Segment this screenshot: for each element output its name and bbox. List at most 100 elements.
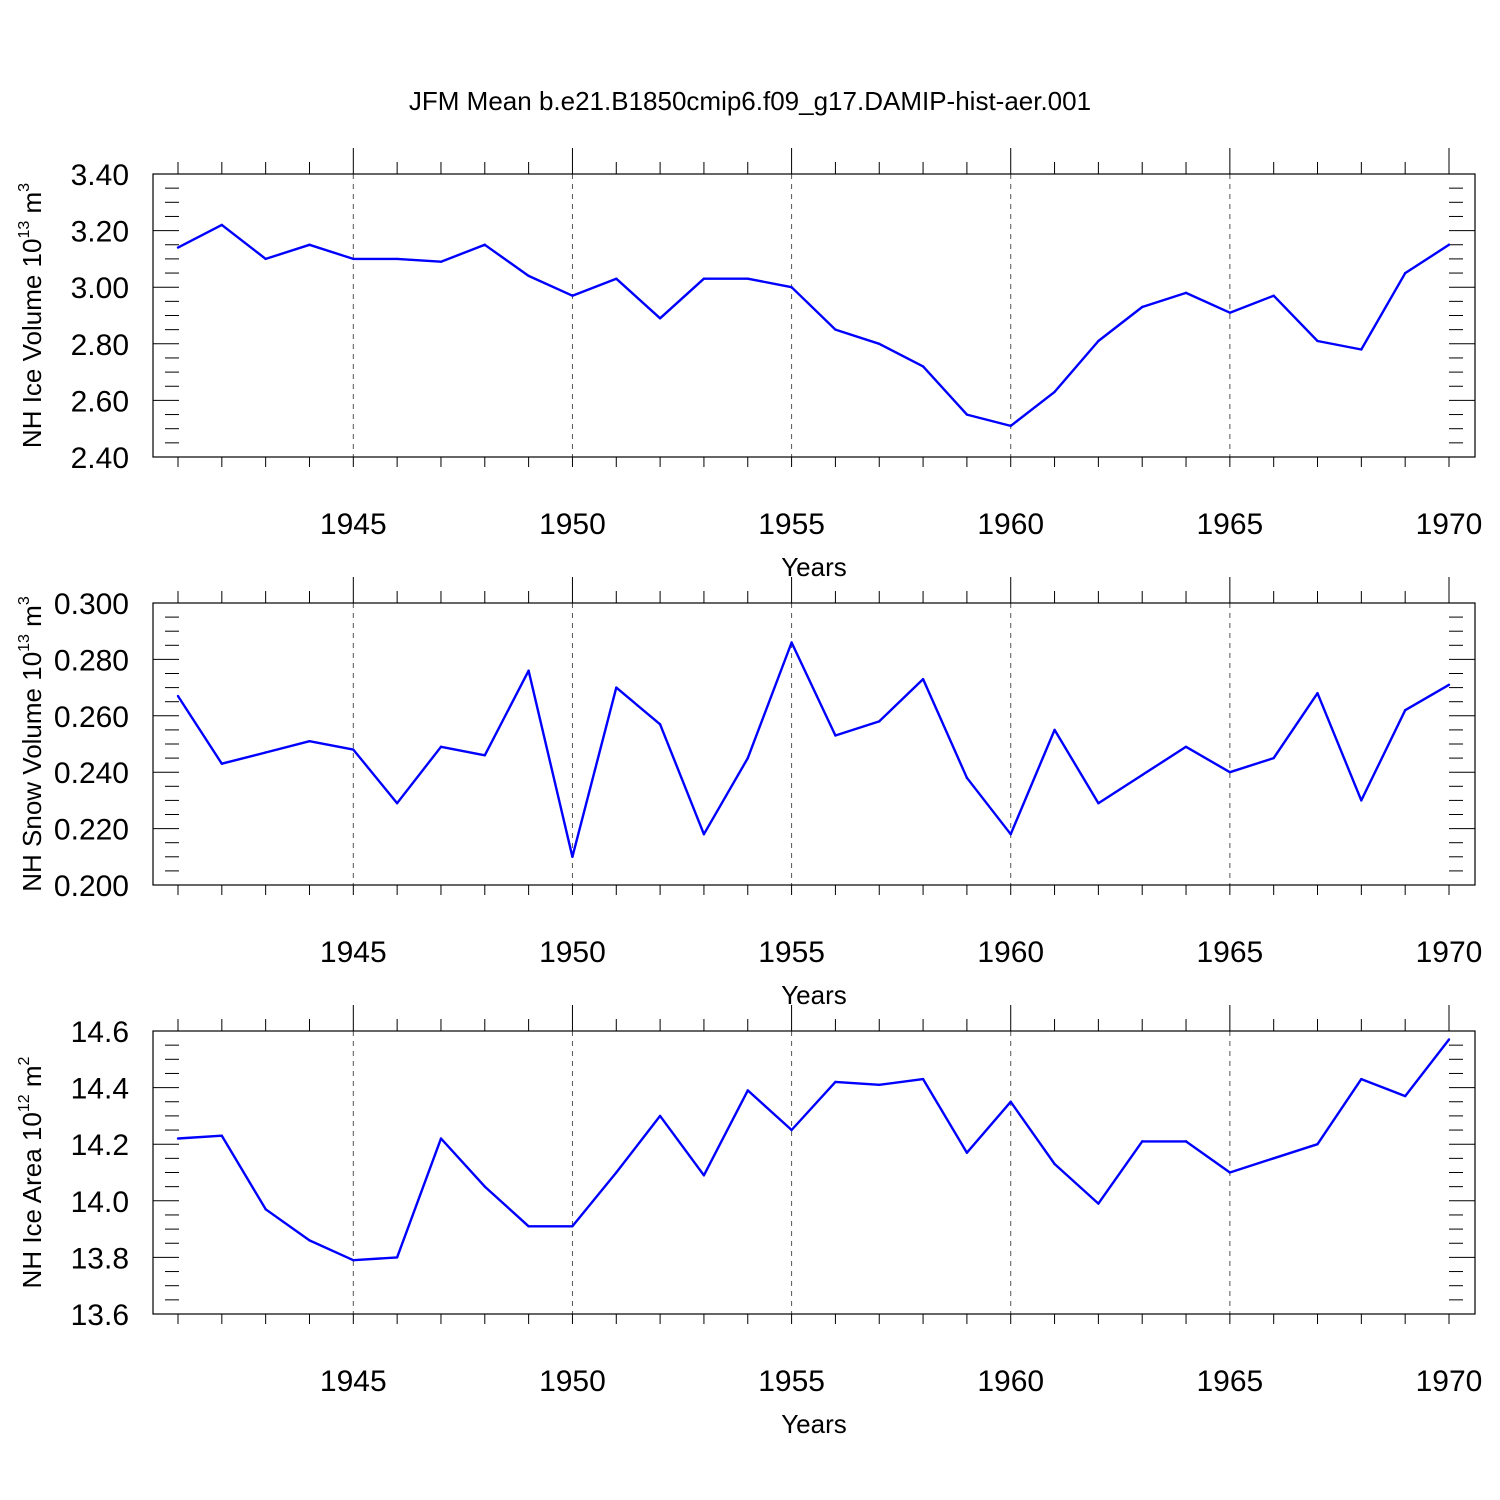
data-point-1970 [1447,1038,1451,1041]
data-point-1962 [1097,1202,1100,1205]
data-point-1959 [965,1151,969,1154]
x-tick-label: 1945 [320,1365,387,1398]
data-point-1942 [220,1134,224,1137]
figure-title: JFM Mean b.e21.B1850cmip6.f09_g17.DAMIP-… [409,86,1091,116]
data-point-1941 [176,1137,180,1140]
data-point-1945 [352,1259,355,1262]
data-point-1944 [308,739,311,743]
panel-ice-volume: 2.40 2.60 2.80 3.00 3.20 3.40 1945 1950 1955 1960… [16,148,1482,582]
data-point-1968 [1360,348,1363,351]
y-tick-label: 3.00 [71,272,129,305]
data-point-1958 [921,365,925,368]
data-point-1946 [395,1256,399,1259]
x-tick-label: 1970 [1416,936,1483,969]
x-tick-label: 1955 [758,936,825,969]
data-point-1962 [1097,802,1100,805]
data-point-1953 [702,277,706,280]
data-point-1946 [395,802,399,805]
data-point-1950 [571,294,574,297]
data-point-1951 [615,1171,618,1174]
y-tick-label: 14.0 [71,1186,129,1219]
data-point-1963 [1141,305,1144,309]
data-point-1964 [1184,745,1188,749]
data-point-1965 [1228,771,1232,774]
data-point-1945 [352,748,355,751]
data-point-1968 [1360,1077,1363,1081]
y-tick-label: 14.2 [71,1129,129,1162]
x-tick-label: 1960 [977,936,1044,969]
y-tick-label: 3.20 [71,216,129,249]
data-point-1952 [658,1114,662,1118]
data-point-1944 [308,1239,311,1242]
x-tick-label: 1965 [1196,936,1263,969]
x-axis-label: Years [781,1409,847,1439]
data-point-1943 [264,751,267,754]
y-tick-label: 13.6 [71,1299,129,1332]
data-point-1954 [746,1089,749,1092]
plot-frame [152,1030,1476,1315]
data-point-1961 [1053,728,1056,732]
data-point-1957 [878,1083,881,1086]
y-tick-label: 0.220 [54,814,129,847]
data-point-1967 [1316,692,1319,695]
y-tick-label: 14.6 [71,1016,129,1049]
series-line-ice-area [177,1038,1450,1262]
x-tick-label: 1950 [539,936,606,969]
data-point-1960 [1009,424,1012,428]
y-tick-label: 2.80 [71,329,129,362]
data-point-1970 [1447,683,1451,686]
panels: 2.40 2.60 2.80 3.00 3.20 3.40 1945 1950 1955 1960… [16,148,1482,1439]
data-point-1952 [658,723,662,726]
y-tick-label: 0.280 [54,644,129,677]
y-axis-label-superscript: 3 [16,596,33,605]
data-point-1970 [1447,243,1451,246]
data-point-1956 [834,734,837,737]
data-point-1966 [1272,1157,1275,1160]
y-tick-label: 0.300 [54,588,129,621]
x-tick-label: 1945 [320,508,387,541]
x-tick-label: 1960 [977,1365,1044,1398]
y-tick-label: 13.8 [71,1242,129,1275]
x-axis-label: Years [781,552,847,582]
data-point-1959 [965,413,969,416]
data-point-1956 [834,1080,837,1084]
plot-frame [152,602,1476,886]
data-point-1963 [1141,773,1144,777]
data-point-1949 [527,274,530,278]
y-axis-label-superscript: 2 [16,1056,33,1065]
data-point-1947 [439,1137,443,1140]
y-axis-label-superscript: 12 [16,1094,33,1112]
y-axis-label-text: m [17,605,47,634]
data-point-1946 [395,257,399,261]
data-point-1963 [1141,1140,1144,1143]
data-point-1949 [527,669,530,672]
x-tick-label: 1960 [977,508,1044,541]
data-point-1958 [921,677,925,681]
data-point-1948 [483,1185,486,1188]
data-point-1952 [658,317,662,320]
data-point-1956 [834,328,837,331]
x-tick-label: 1965 [1196,1365,1263,1398]
y-axis-label-superscript: 13 [16,634,33,652]
x-tick-label: 1955 [758,508,825,541]
x-tick-label: 1970 [1416,1365,1483,1398]
data-point-1964 [1184,1140,1188,1143]
panel-ice-area: 13.6 13.8 14.0 14.2 14.4 14.6 1945 1950 1955 1960… [16,1005,1482,1439]
x-tick-label: 1965 [1196,508,1263,541]
data-point-1957 [878,342,881,345]
y-tick-label: 0.240 [54,757,129,790]
data-point-1960 [1009,833,1012,836]
data-point-1961 [1053,1162,1056,1166]
y-axis-label: NH Ice Volume 1013 m3 [16,183,47,448]
data-point-1954 [746,277,749,280]
data-point-1950 [571,855,574,858]
data-point-1955 [790,641,793,644]
y-axis-label-text: NH Ice Volume 10 [17,239,47,449]
data-point-1966 [1272,294,1275,297]
y-tick-label: 2.60 [71,385,129,418]
data-point-1951 [615,686,618,689]
data-point-1948 [483,243,486,246]
y-axis-label-text: NH Snow Volume 10 [17,652,47,892]
x-tick-label: 1950 [539,508,606,541]
